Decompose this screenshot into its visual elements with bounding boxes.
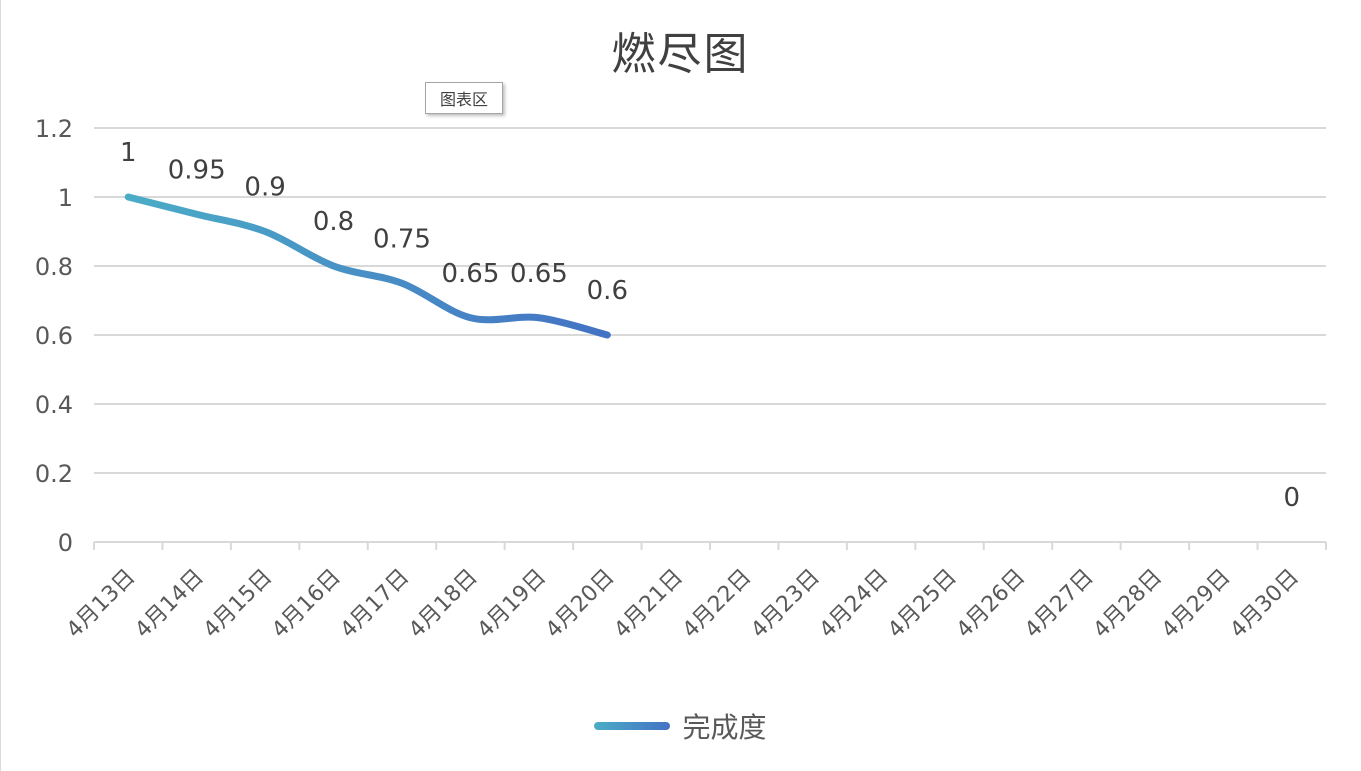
y-tick-label: 0 (58, 529, 73, 557)
x-tick-label: 4月18日 (404, 565, 482, 643)
data-label: 0.95 (168, 155, 226, 185)
x-tick-label: 4月28日 (1089, 565, 1167, 643)
data-label: 0.65 (441, 259, 499, 289)
series-line (124, 193, 611, 339)
chart-border (0, 0, 1, 771)
x-tick-label: 4月14日 (130, 565, 208, 643)
data-label: 0 (1284, 483, 1301, 513)
x-tick-label: 4月16日 (267, 565, 345, 643)
data-label: 0.75 (373, 224, 431, 254)
y-tick-label: 0.8 (35, 253, 73, 281)
data-label: 0.65 (510, 259, 568, 289)
x-tick-label: 4月20日 (541, 565, 619, 643)
legend-label: 完成度 (682, 711, 767, 744)
y-tick-label: 0.4 (35, 391, 73, 419)
x-tick-label: 4月30日 (1226, 565, 1304, 643)
x-tick-label: 4月13日 (62, 565, 140, 643)
legend-swatch (594, 722, 671, 730)
x-tick-label: 4月23日 (746, 565, 824, 643)
chart-area-tooltip: 图表区 (425, 82, 503, 114)
x-tick-label: 4月24日 (815, 565, 893, 643)
y-tick-label: 1 (58, 184, 73, 212)
x-tick-label: 4月25日 (883, 565, 961, 643)
x-tick-label: 4月21日 (610, 565, 688, 643)
data-label: 0.9 (244, 173, 285, 203)
legend[interactable]: 完成度 (0, 706, 1361, 746)
x-tick-label: 4月19日 (473, 565, 551, 643)
y-tick-label: 1.2 (35, 115, 73, 143)
x-tick-label: 4月27日 (1020, 565, 1098, 643)
x-tick-label: 4月29日 (1157, 565, 1235, 643)
y-tick-label: 0.6 (35, 322, 73, 350)
x-tick-label: 4月26日 (952, 565, 1030, 643)
x-tick-label: 4月15日 (199, 565, 277, 643)
data-label: 0.8 (313, 207, 354, 237)
y-tick-label: 0.2 (35, 460, 73, 488)
x-tick-label: 4月17日 (336, 565, 414, 643)
chart-title: 燃尽图 (611, 29, 750, 80)
data-label: 0.6 (587, 276, 628, 306)
x-tick-label: 4月22日 (678, 565, 756, 643)
data-label: 1 (120, 138, 137, 168)
